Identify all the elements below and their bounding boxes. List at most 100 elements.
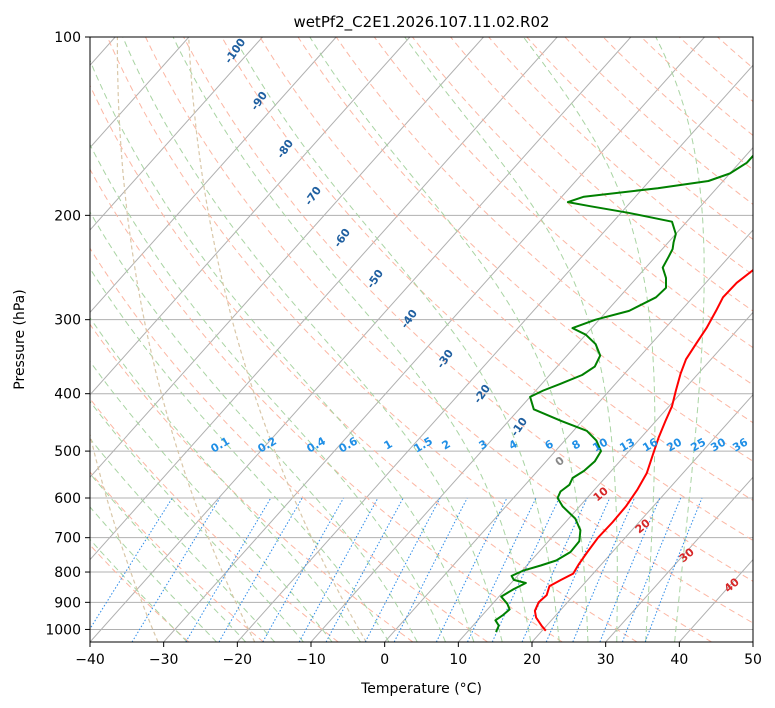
moist-adiabat-label: 40 bbox=[722, 575, 742, 595]
moist-adiabat-far bbox=[188, 37, 367, 642]
dry-adiabat bbox=[717, 37, 753, 69]
dry-adiabat-label: -20 bbox=[471, 382, 493, 406]
moist-adiabat-label: 0 bbox=[553, 454, 567, 469]
sounding-profiles bbox=[494, 154, 753, 633]
dry-adiabat bbox=[90, 84, 638, 642]
isotherm-line bbox=[531, 394, 753, 642]
isotherm-line bbox=[90, 37, 411, 396]
isotherm-line bbox=[163, 37, 705, 642]
y-tick-label: 200 bbox=[54, 208, 81, 224]
chart-title: wetPf2_C2E1.2026.107.11.02.R02 bbox=[293, 13, 549, 32]
mixing-ratio-lines bbox=[90, 497, 703, 642]
isotherm-line bbox=[605, 476, 753, 642]
isotherm-line bbox=[678, 558, 753, 642]
moist-adiabats bbox=[90, 37, 705, 642]
isotherm-line bbox=[384, 229, 753, 642]
mixing-ratio-line bbox=[298, 497, 379, 642]
dry-adiabat bbox=[90, 471, 264, 642]
moist-adiabat bbox=[122, 37, 503, 642]
moist-adiabat bbox=[233, 37, 560, 642]
dry-adiabats bbox=[90, 37, 753, 642]
mixing-ratio-line bbox=[599, 497, 661, 642]
dry-adiabat-label: -100 bbox=[222, 36, 249, 66]
mixing-ratio-label: 3 bbox=[477, 437, 490, 452]
mixing-ratio-line bbox=[364, 497, 441, 642]
dry-adiabat-label: -70 bbox=[302, 184, 324, 208]
plot-frame bbox=[89, 36, 754, 643]
moist-adiabat-far bbox=[90, 432, 159, 642]
x-tick-label: −30 bbox=[149, 652, 179, 668]
moist-adiabat-label: 30 bbox=[677, 545, 697, 565]
dry-adiabat bbox=[412, 37, 753, 349]
moist-adiabat bbox=[655, 37, 705, 642]
dry-adiabat bbox=[90, 544, 190, 642]
dry-adiabat bbox=[90, 397, 339, 642]
moist-adiabat bbox=[523, 37, 656, 642]
x-tick-label: 0 bbox=[380, 652, 389, 668]
isotherm-line bbox=[90, 37, 632, 642]
x-axis-ticks: −40 −30 −20 −10 0 10 20 30 40 50 bbox=[75, 642, 762, 668]
dry-adiabat bbox=[526, 37, 753, 241]
plot-area: 0.1 0.2 0.4 0.6 1 1.5 2 3 4 6 8 10 13 16 20 25 30 36-100-… bbox=[90, 36, 753, 642]
y-tick-label: 600 bbox=[54, 491, 81, 507]
dry-adiabat bbox=[183, 37, 753, 582]
mixing-ratio-line bbox=[393, 497, 468, 642]
isotherm-line bbox=[310, 146, 753, 642]
y-tick-label: 500 bbox=[54, 444, 81, 460]
y-tick-label: 1000 bbox=[45, 622, 81, 638]
y-axis-ticks: 1000 900 800 700 600 500 400 300 200 100 bbox=[45, 30, 90, 638]
isotherm-line bbox=[236, 64, 753, 642]
dry-adiabat bbox=[145, 37, 753, 624]
isobar-grid bbox=[90, 214, 753, 630]
isotherm-line bbox=[90, 37, 190, 149]
moist-adiabat bbox=[90, 472, 247, 642]
x-tick-label: 10 bbox=[449, 652, 467, 668]
moist-adiabat bbox=[90, 267, 390, 642]
moist-adiabat bbox=[309, 37, 589, 642]
dry-adiabat bbox=[297, 37, 753, 462]
mixing-ratio-line bbox=[90, 497, 173, 630]
moist-adiabat bbox=[90, 316, 362, 642]
mixing-ratio-line bbox=[621, 497, 682, 642]
temperature-profile-line bbox=[533, 268, 753, 632]
mixing-ratio-line bbox=[262, 497, 345, 642]
dry-adiabat bbox=[90, 168, 563, 642]
dry-adiabat bbox=[259, 37, 753, 501]
mixing-ratio-line bbox=[435, 497, 508, 642]
isotherm-line bbox=[752, 641, 753, 642]
mixing-ratio-line bbox=[644, 497, 703, 642]
mixing-ratio-label: 0.6 bbox=[337, 434, 361, 455]
dry-adiabat bbox=[488, 37, 753, 276]
x-tick-label: 40 bbox=[670, 652, 688, 668]
y-axis-label: Pressure (hPa) bbox=[12, 289, 28, 389]
y-tick-label: 400 bbox=[54, 387, 81, 403]
y-tick-label: 100 bbox=[54, 30, 81, 46]
isotherm-line bbox=[90, 37, 558, 561]
mixing-ratio-line bbox=[572, 497, 635, 642]
mixing-ratio-line bbox=[131, 497, 221, 642]
dry-adiabat-label: -80 bbox=[274, 137, 296, 161]
mixing-ratio-label: 0.1 bbox=[209, 434, 232, 455]
moist-adiabat-far bbox=[116, 37, 256, 642]
dry-adiabat bbox=[221, 37, 753, 541]
moist-adiabat bbox=[90, 59, 475, 642]
mixing-ratio-label: 0.4 bbox=[305, 434, 329, 455]
isotherm-line bbox=[90, 37, 484, 478]
x-tick-label: −40 bbox=[75, 652, 105, 668]
y-tick-label: 900 bbox=[54, 595, 81, 611]
y-tick-label: 300 bbox=[54, 313, 81, 329]
dry-adiabat bbox=[106, 37, 712, 642]
x-tick-label: 20 bbox=[523, 652, 541, 668]
mixing-ratio-line bbox=[218, 497, 303, 642]
y-tick-label: 800 bbox=[54, 565, 81, 581]
x-tick-label: −20 bbox=[223, 652, 253, 668]
moist-adiabat bbox=[404, 37, 618, 642]
x-tick-label: 30 bbox=[597, 652, 615, 668]
moist-adiabat bbox=[172, 37, 532, 642]
mixing-ratio-label: 1.5 bbox=[412, 434, 435, 455]
dry-adiabat-label: -40 bbox=[398, 307, 420, 331]
mixing-ratio-label: 2 bbox=[440, 437, 453, 452]
moist-adiabat bbox=[90, 360, 333, 642]
moist-adiabat-label: 10 bbox=[591, 484, 611, 504]
